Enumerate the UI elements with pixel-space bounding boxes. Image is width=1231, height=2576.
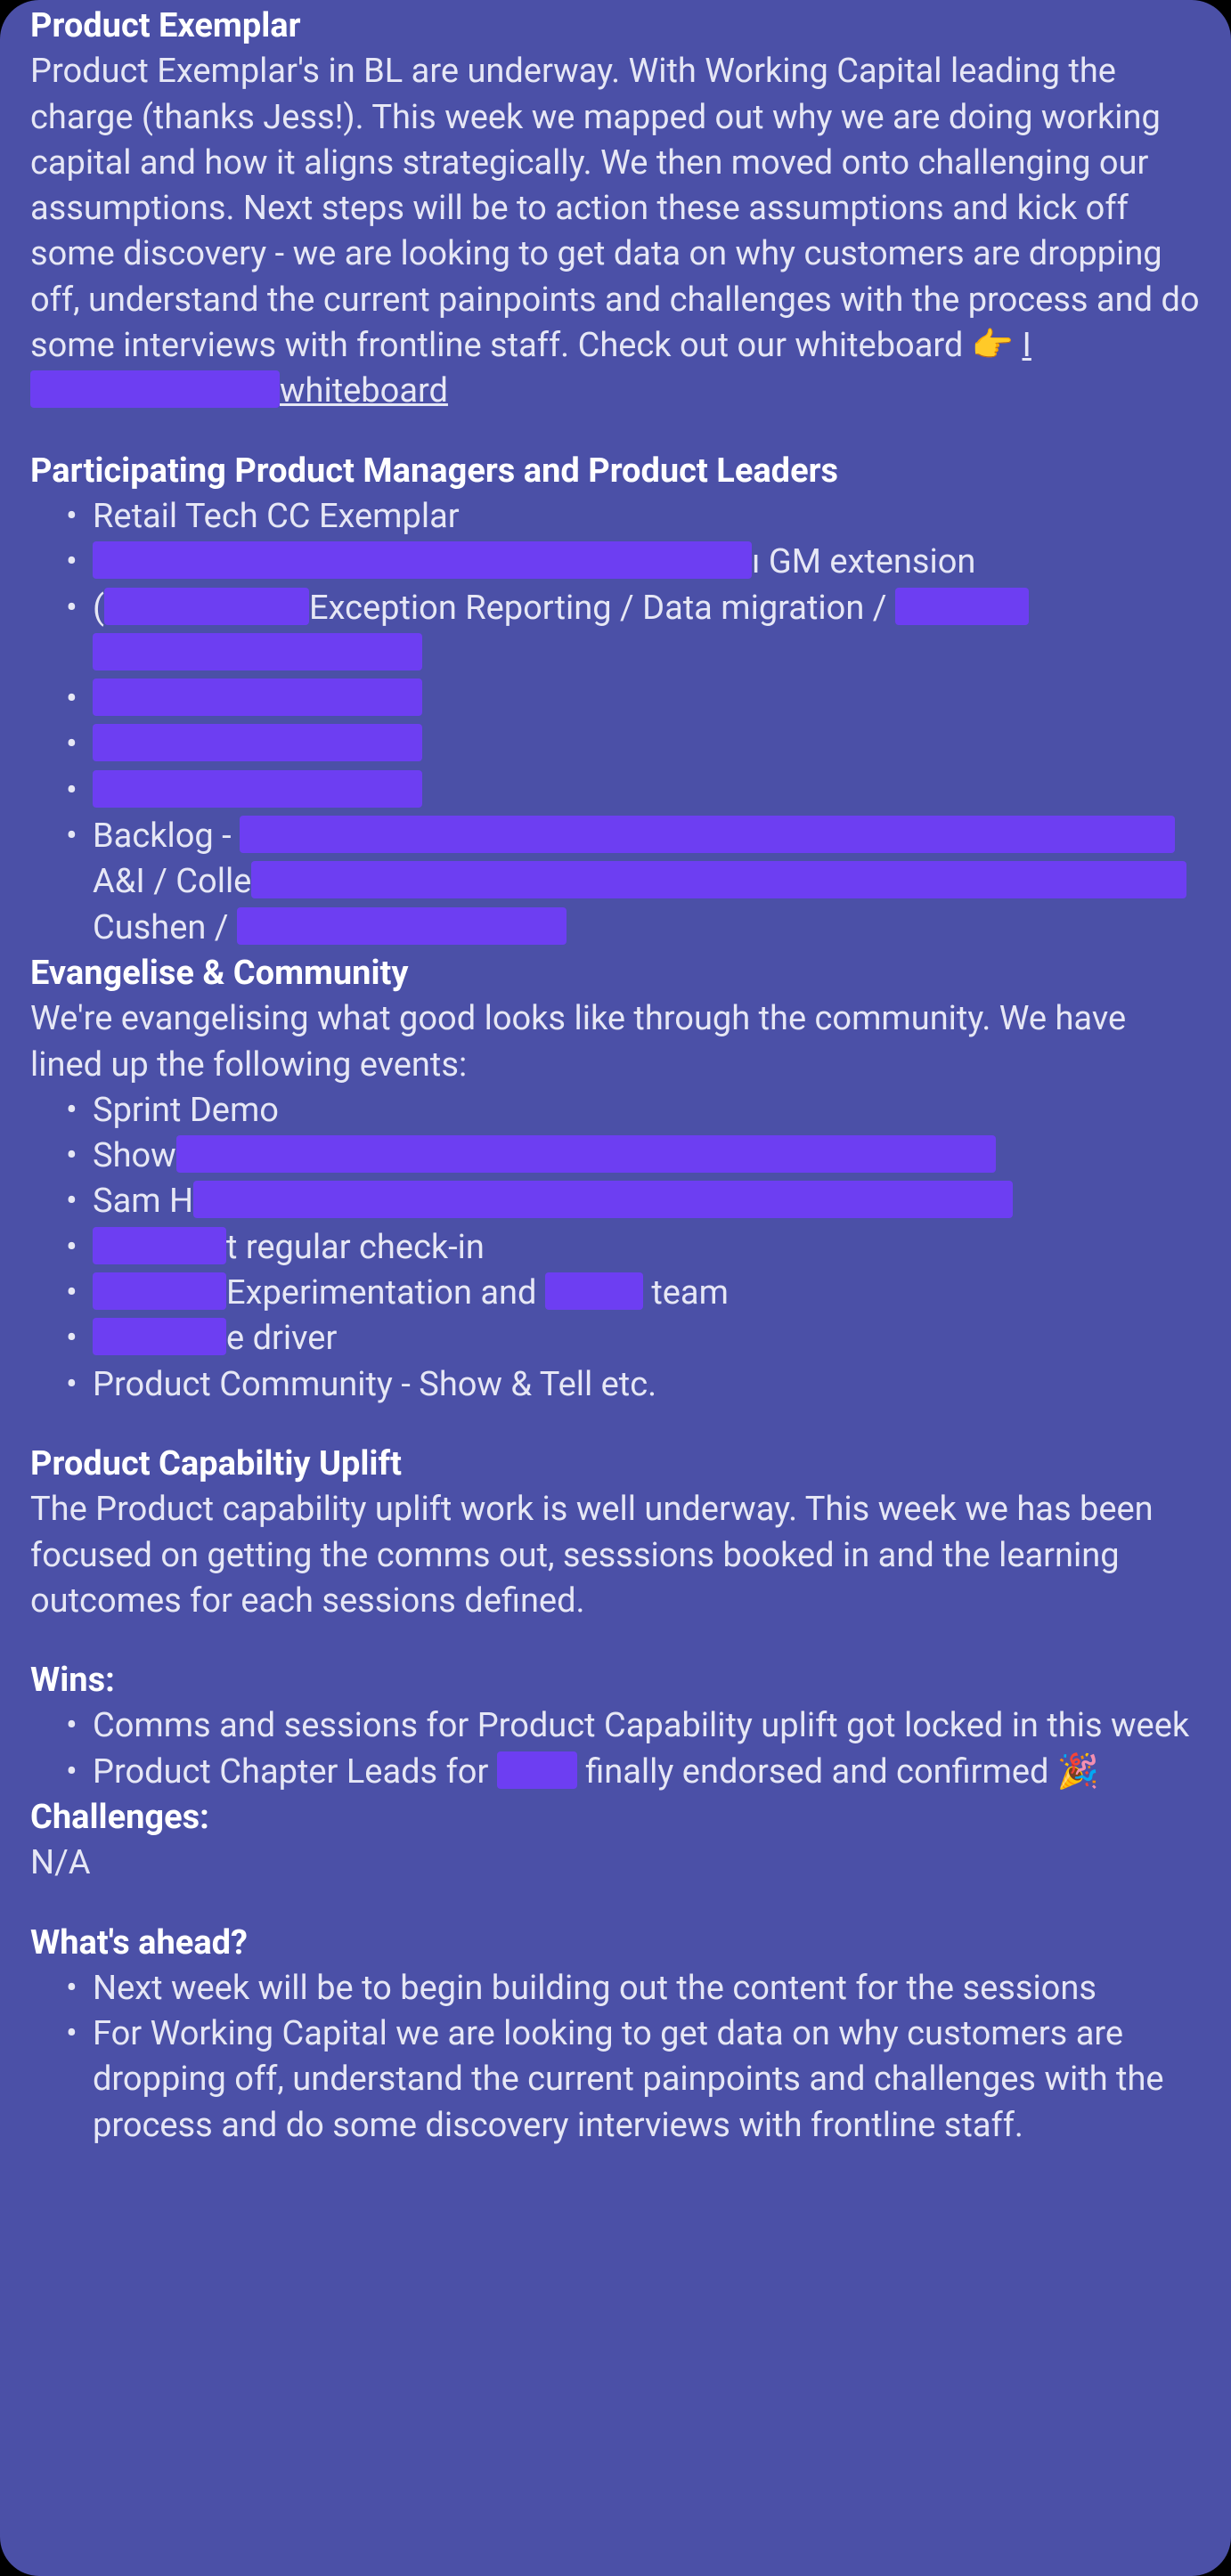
heading-product-exemplar: Product Exemplar xyxy=(30,4,1201,49)
paragraph-challenges: N/A xyxy=(30,1841,1201,1886)
list-item: Product Chapter Leads for finally endors… xyxy=(66,1750,1201,1795)
pointing-hand-emoji: 👉 xyxy=(972,326,1014,365)
redacted-text xyxy=(93,1227,226,1264)
list-item: Retail Tech CC Exemplar xyxy=(66,494,1201,540)
redacted-text xyxy=(895,588,1029,625)
heading-wins: Wins: xyxy=(30,1658,1201,1703)
item-fragment: Show xyxy=(93,1136,176,1175)
item-text: Cushen / xyxy=(93,908,237,947)
redacted-text xyxy=(93,1272,226,1310)
link-fragment-left: I xyxy=(1023,326,1031,365)
list-item: Sprint Demo xyxy=(66,1088,1201,1134)
redacted-text xyxy=(93,679,422,716)
heading-capability-uplift: Product Capabiltiy Uplift xyxy=(30,1442,1201,1487)
list-item: Show xyxy=(66,1134,1201,1179)
heading-challenges: Challenges: xyxy=(30,1795,1201,1841)
list-item xyxy=(66,722,1201,768)
list-item xyxy=(66,677,1201,722)
paragraph-product-exemplar: Product Exemplar's in BL are underway. W… xyxy=(30,49,1201,414)
redacted-text xyxy=(545,1272,643,1310)
item-text: For Working Capital we are looking to ge… xyxy=(93,2014,1164,2145)
redacted-text xyxy=(93,633,422,670)
item-text: Product Community - Show & Tell etc. xyxy=(93,1365,656,1404)
list-whats-ahead: Next week will be to begin building out … xyxy=(30,1966,1201,2149)
redacted-text xyxy=(176,1135,996,1173)
list-item: For Working Capital we are looking to ge… xyxy=(66,2011,1201,2149)
item-text: Experimentation and xyxy=(226,1273,545,1312)
item-text: team xyxy=(643,1273,729,1312)
redacted-text xyxy=(104,588,309,625)
list-item: ( Exception Reporting / Data migration / xyxy=(66,586,1201,678)
redacted-text xyxy=(30,370,280,408)
item-text: e driver xyxy=(226,1319,337,1358)
item-text: Backlog - xyxy=(93,817,240,856)
paragraph-evangelise: We're evangelising what good looks like … xyxy=(30,996,1201,1088)
list-participating-pms: Retail Tech CC Exemplar ı GM extension (… xyxy=(30,494,1201,951)
item-fragment: Sam H xyxy=(93,1182,193,1221)
list-item: Next week will be to begin building out … xyxy=(66,1966,1201,2011)
list-item: e driver xyxy=(66,1316,1201,1361)
heading-whats-ahead: What's ahead? xyxy=(30,1921,1201,1966)
list-item: Product Community - Show & Tell etc. xyxy=(66,1362,1201,1408)
list-item: Comms and sessions for Product Capabilit… xyxy=(66,1703,1201,1749)
list-item: Backlog - A&I / Colle Cushen / xyxy=(66,814,1201,951)
list-item: ı GM extension xyxy=(66,540,1201,585)
document-page: Product Exemplar Product Exemplar's in B… xyxy=(0,0,1231,2576)
party-popper-emoji: 🎉 xyxy=(1057,1752,1099,1792)
item-text: A&I / Colle xyxy=(93,862,251,901)
list-wins: Comms and sessions for Product Capabilit… xyxy=(30,1703,1201,1795)
item-text: t regular check-in xyxy=(226,1228,485,1267)
redacted-text xyxy=(93,541,752,579)
redacted-text xyxy=(193,1181,1013,1218)
redacted-text xyxy=(93,1318,226,1355)
list-item: Sam H xyxy=(66,1179,1201,1224)
list-item: Experimentation and team xyxy=(66,1271,1201,1316)
item-text: Exception Reporting / Data migration / xyxy=(309,589,895,628)
redacted-text xyxy=(497,1751,577,1789)
body-text: Product Exemplar's in BL are underway. W… xyxy=(30,52,1200,365)
item-text: Retail Tech CC Exemplar xyxy=(93,497,460,536)
item-text: Comms and sessions for Product Capabilit… xyxy=(93,1706,1189,1745)
redacted-text xyxy=(93,770,422,808)
item-text: GM extension xyxy=(760,542,975,581)
list-evangelise-events: Sprint Demo Show Sam H t regular check-i… xyxy=(30,1088,1201,1408)
heading-participating-pms: Participating Product Managers and Produ… xyxy=(30,449,1201,494)
link-fragment-right: whiteboard xyxy=(280,371,448,410)
item-text: Sprint Demo xyxy=(93,1091,279,1130)
paragraph-capability-uplift: The Product capability uplift work is we… xyxy=(30,1487,1201,1624)
item-fragment: ( xyxy=(93,589,104,628)
heading-evangelise: Evangelise & Community xyxy=(30,951,1201,996)
item-text: Product Chapter Leads for xyxy=(93,1752,497,1792)
redacted-text xyxy=(240,816,1175,853)
list-item xyxy=(66,768,1201,814)
item-text: finally endorsed and confirmed xyxy=(577,1752,1057,1792)
item-text: Next week will be to begin building out … xyxy=(93,1969,1096,2008)
list-item: t regular check-in xyxy=(66,1225,1201,1271)
redacted-text xyxy=(251,861,1186,898)
item-fragment: ı xyxy=(752,542,760,581)
redacted-text xyxy=(93,724,422,761)
redacted-text xyxy=(237,907,567,945)
